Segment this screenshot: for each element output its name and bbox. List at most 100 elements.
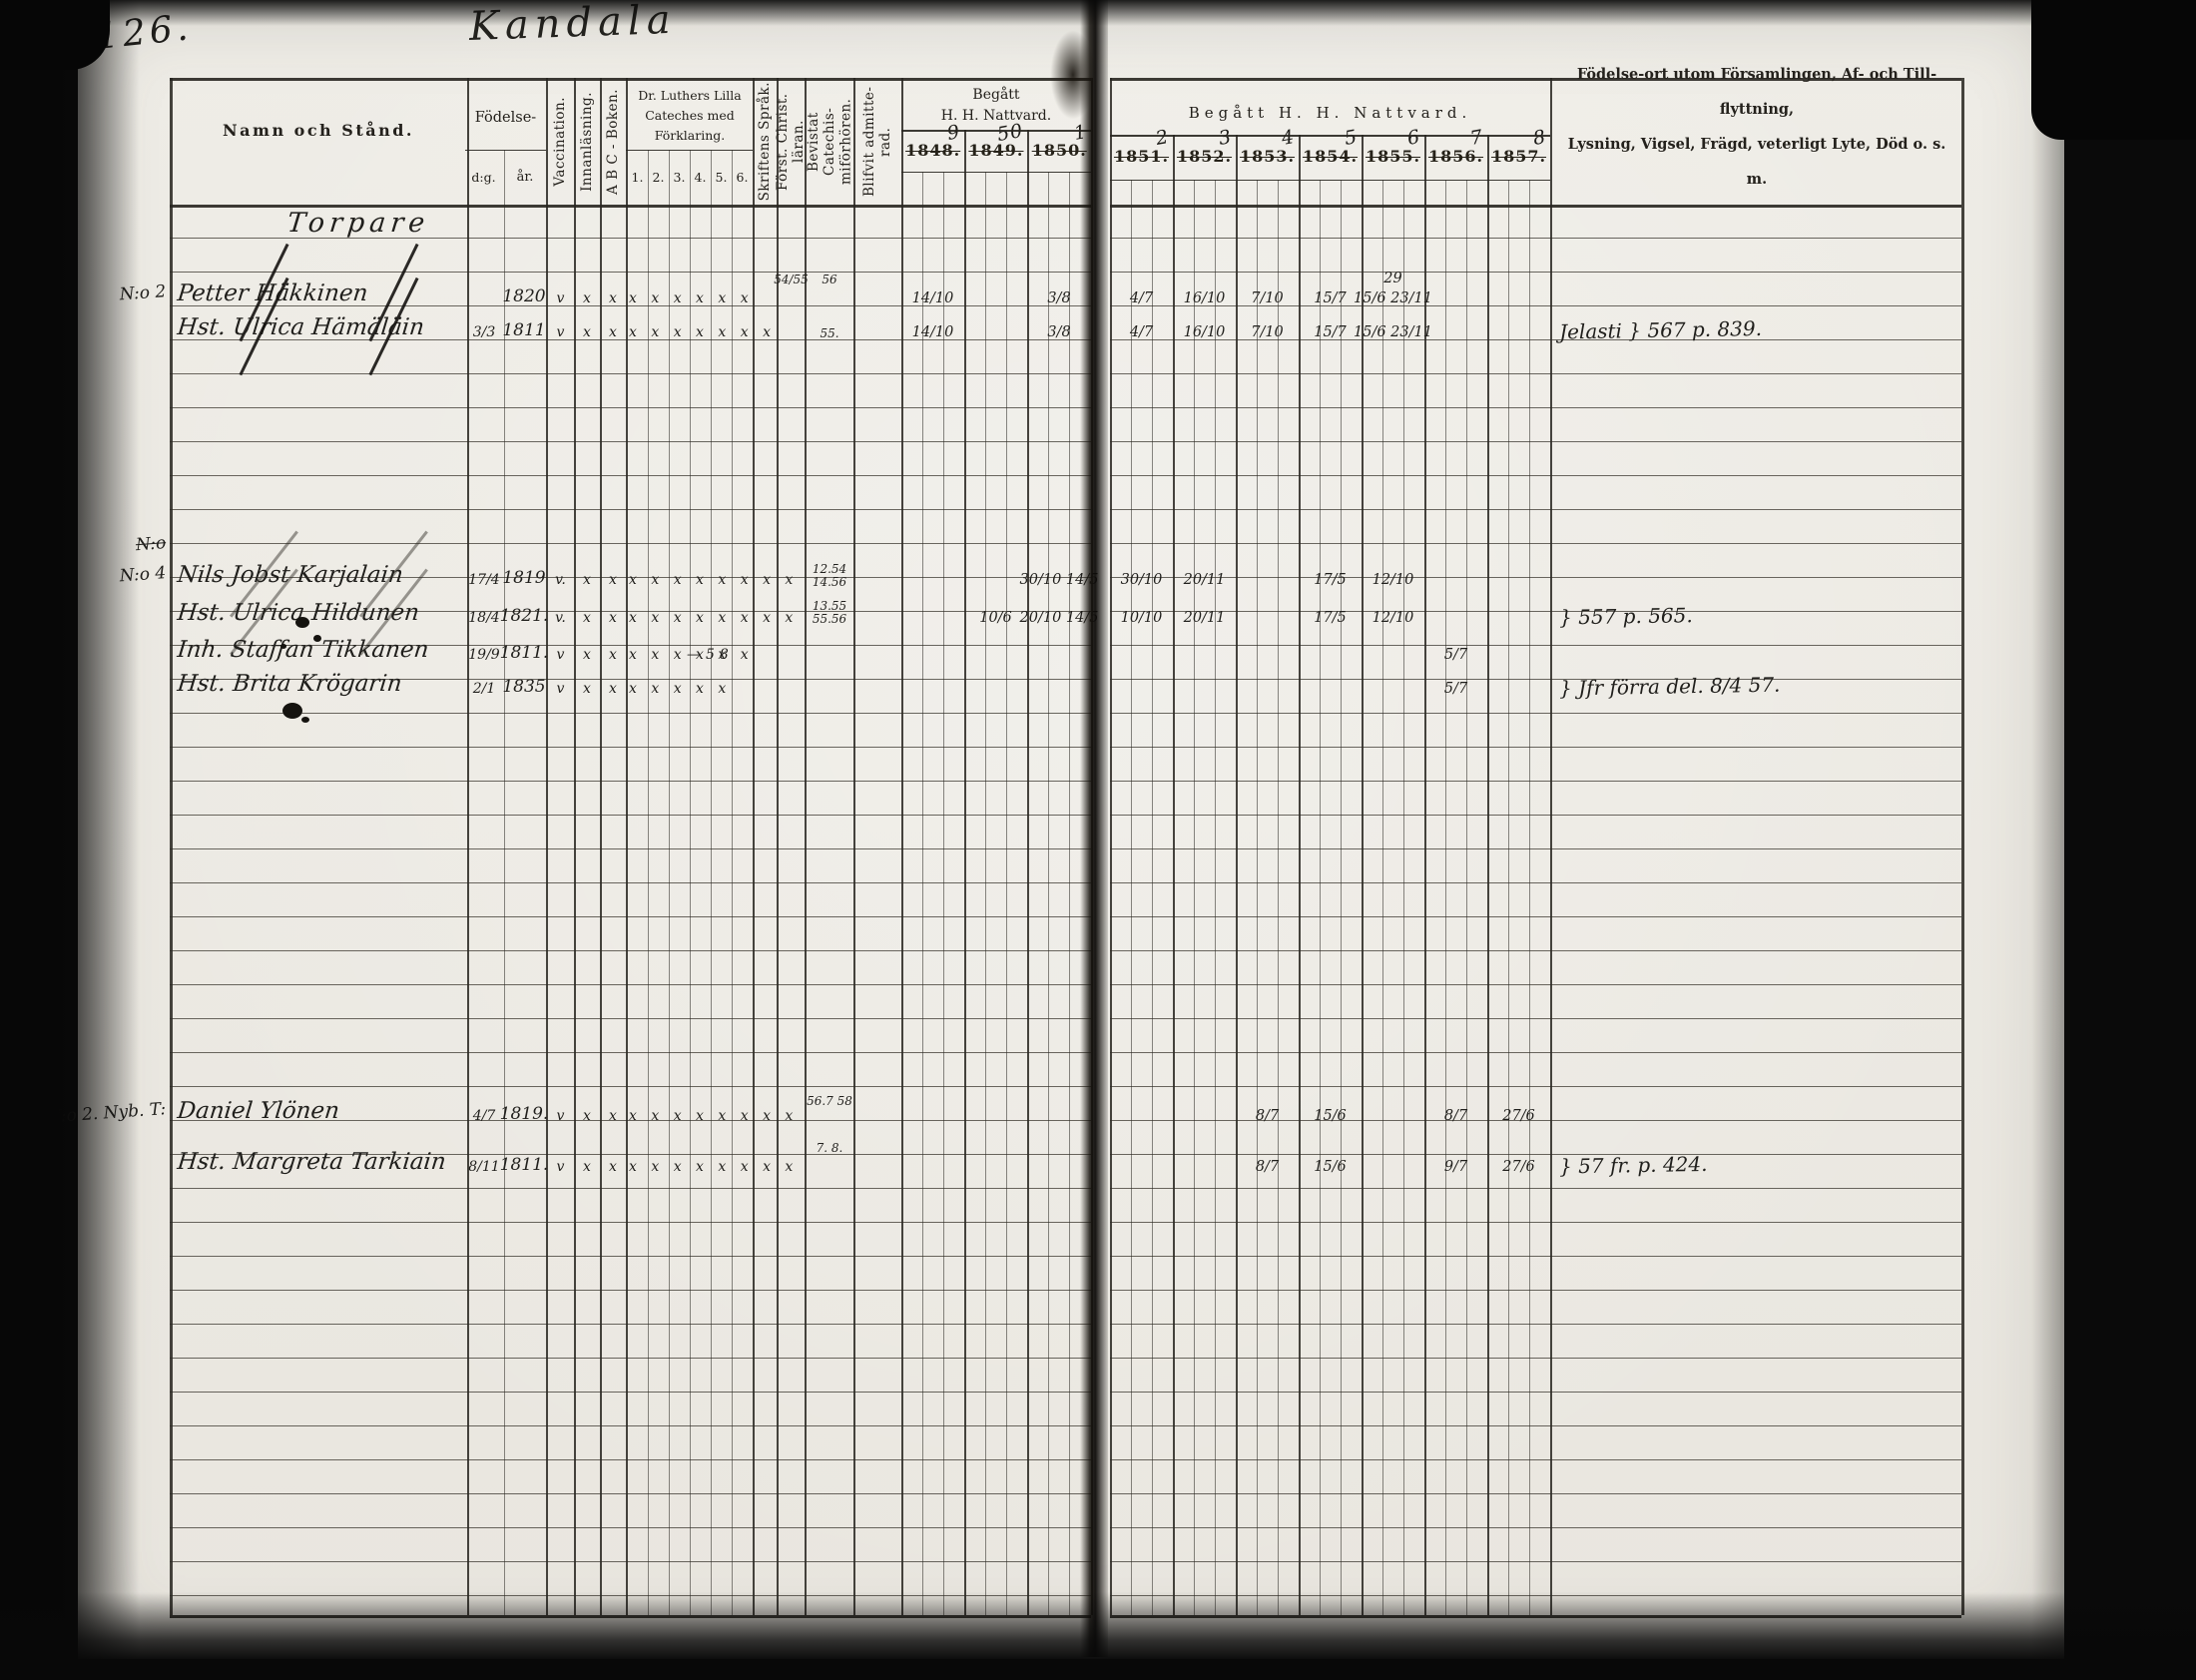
col-header-cateches: Dr. Luthers Lilla Cateches med Förklarin… <box>638 88 742 143</box>
year-label: 1852. 3 <box>1173 126 1236 180</box>
grid-vline <box>170 78 173 1615</box>
handwritten-cell-y1855: 17/5 <box>1314 609 1347 626</box>
ink-blot <box>282 703 302 719</box>
handwritten-name: Daniel Ylönen <box>176 1098 341 1125</box>
handwritten-cell-y1852: 4/7 <box>1129 324 1154 340</box>
handwritten-cell-innan: x <box>583 681 591 697</box>
handwritten-name: Petter Häkkinen <box>176 280 369 306</box>
handwritten-cell-vacc: v <box>556 681 565 697</box>
grid-vline <box>1529 180 1530 1615</box>
handwritten-cell-y1853: 16/10 <box>1183 324 1226 340</box>
grid-hline <box>170 78 1091 81</box>
handwritten-cell-cat: x x x x x x <box>629 647 754 663</box>
ink-blot <box>301 717 309 723</box>
handwritten-cell-ar: 1821. <box>499 605 549 626</box>
grid-vline <box>1069 172 1070 1615</box>
handwritten-cell-cat: x x x x x x x x <box>629 609 799 626</box>
handwritten-cell-dag: 18/4 <box>468 609 500 626</box>
grid-hline <box>170 1615 1091 1618</box>
grid-vline <box>1299 135 1301 1615</box>
year-printed: 1851. <box>1113 147 1170 166</box>
handwritten-cell-ar: 1811. <box>499 643 549 663</box>
handwritten-cell-cat: x x x x x x x x <box>629 572 799 589</box>
grid-vline <box>574 78 576 1615</box>
grid-hline <box>901 130 1091 132</box>
handwritten-note: } Jfr förra del. 8/4 57. <box>1558 672 1781 701</box>
year-printed: 1848. <box>905 140 961 160</box>
year-label: 1851. 2 <box>1110 126 1173 180</box>
handwritten-note: } 557 p. 565. <box>1558 602 1693 630</box>
handwritten-cell-innan: x <box>583 1108 591 1125</box>
handwritten-cell-y1852: 10/10 <box>1120 609 1163 626</box>
handwritten-cell-ar: 1819 <box>502 568 546 589</box>
handwritten-cell-bevistat: 12.54 14.56 <box>812 562 847 589</box>
year-printed: 1849. <box>968 140 1024 160</box>
handwritten-note: Jelasti } 567 p. 839. <box>1558 315 1763 344</box>
handwritten-cell-cat: x x x x x x x <box>629 324 776 340</box>
grid-vline <box>1215 180 1216 1615</box>
grid-vline <box>1466 180 1467 1615</box>
handwritten-cell-cat: x x x x x x <box>629 290 754 306</box>
grid-vline <box>648 150 649 1615</box>
handwritten-cell-dag: 8/11 <box>468 1159 500 1176</box>
grid-vline <box>1508 180 1509 1615</box>
handwritten-cell-vacc: v. <box>555 572 566 589</box>
grid-vline <box>1027 130 1029 1615</box>
handwritten-cell-y1850: 3/8 <box>1047 324 1071 340</box>
handwritten-cell-y1849: 10/6 <box>979 609 1012 626</box>
grid-vline <box>1424 135 1426 1615</box>
grid-vline <box>1445 180 1446 1615</box>
year-printed: 1856. <box>1427 147 1484 166</box>
handwritten-cell-y1853: 20/11 <box>1183 572 1226 589</box>
handwritten-cell-ar: 1835 <box>502 677 546 697</box>
col-header-innanlasning: Innanläsning. <box>578 92 595 192</box>
year-printed: 1855. <box>1365 147 1421 166</box>
handwritten-cell-dag: 4/7 <box>472 1108 496 1125</box>
handwritten-cell-innan: x <box>583 324 591 340</box>
ink-blot <box>313 635 321 642</box>
year-printed: 1852. <box>1176 147 1233 166</box>
handwritten-cell-bevistat: 7. 8. <box>816 1141 843 1156</box>
grid-vline <box>985 172 986 1615</box>
handwritten-cell-bevistat: 56 <box>822 273 837 286</box>
year-printed: 1853. <box>1239 147 1296 166</box>
grid-vline <box>1131 180 1132 1615</box>
handwritten-cell-forst: 54/55 <box>774 273 809 286</box>
handwritten-cell-y1850: 20/10 14/5 <box>1019 609 1099 626</box>
grid-vline <box>467 78 469 1615</box>
handwritten-cell-y1857: 9/7 <box>1443 1159 1468 1176</box>
handwritten-cell-ar: 1811 <box>502 320 546 340</box>
handwritten-cell-vacc: v <box>556 324 565 340</box>
handwritten-name: Torpare <box>285 208 431 239</box>
handwritten-cell-ar: 1811. <box>499 1155 549 1176</box>
year-label: 1853. 4 <box>1236 126 1299 180</box>
handwritten-cell-dag: 17/4 <box>468 572 500 589</box>
grid-vline <box>753 78 755 1615</box>
handwritten-cell-dag: 3/3 <box>472 324 496 340</box>
grid-vline <box>1341 180 1342 1615</box>
grid-vline <box>1550 78 1552 1615</box>
grid-vline <box>1362 135 1364 1615</box>
handwritten-cell-vacc: v. <box>555 609 566 626</box>
handwritten-cell-abc: x <box>609 681 617 697</box>
handwritten-cell-innan: x <box>583 290 591 306</box>
handwritten-cell-y1855: 17/5 <box>1314 572 1347 589</box>
year-label: 1856. 7 <box>1424 126 1487 180</box>
handwritten-cell-cat: x x x x x x x x <box>629 1159 799 1176</box>
row-rule-lines-right <box>1110 205 1961 1615</box>
ink-blot <box>280 644 286 649</box>
grid-vline <box>1257 180 1258 1615</box>
grid-vline <box>1173 135 1175 1615</box>
grid-hline <box>1110 135 1550 137</box>
grid-vline <box>626 78 628 1615</box>
village-title: Kandala <box>468 0 678 50</box>
handwritten-cell-vacc: v <box>556 1108 565 1125</box>
handwritten-cell-abc: x <box>609 324 617 340</box>
handwritten-cell-ar: 1820 <box>502 286 546 306</box>
handwritten-cell-y1850: 30/10 14/5 <box>1019 572 1099 589</box>
handwritten-cell-y1857: 5/7 <box>1443 681 1468 697</box>
handwritten-cell-y1856: 15/6 23/11 <box>1354 290 1432 306</box>
handwritten-cell-y1855: 15/7 <box>1314 290 1347 306</box>
grid-hline <box>626 150 753 151</box>
year-label: 1855. 6 <box>1362 126 1424 180</box>
